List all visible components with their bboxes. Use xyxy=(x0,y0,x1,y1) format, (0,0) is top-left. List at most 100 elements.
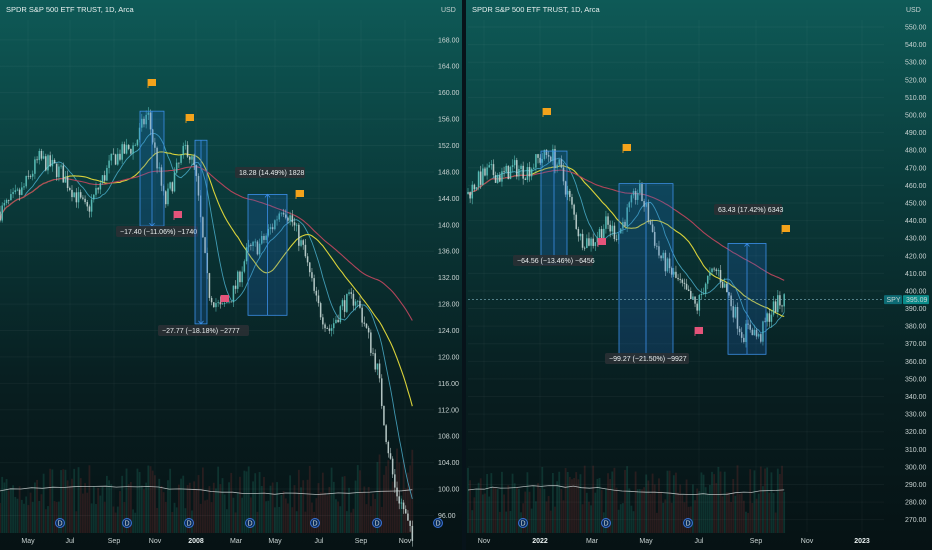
candle-body xyxy=(639,183,641,193)
dividend-marker-icon[interactable] xyxy=(518,518,528,528)
volume-bar xyxy=(751,502,754,533)
dividend-marker-icon[interactable] xyxy=(683,518,693,528)
candle-body xyxy=(66,176,69,188)
measure-label: −27.77 (−18.18%) −2777 xyxy=(162,328,240,335)
candle-body xyxy=(581,233,584,248)
candle-body xyxy=(101,175,104,183)
candle-body xyxy=(71,189,73,198)
candle-body xyxy=(93,194,95,200)
y-tick-label: 370.00 xyxy=(905,341,927,348)
candle-body xyxy=(90,199,93,212)
candle-body xyxy=(31,173,34,177)
right-measurements[interactable]: −64.56 (−13.46%) −6456 −99.27 (−21.50%) −… xyxy=(513,150,783,364)
right-chart-panel[interactable]: SPDR S&P 500 ETF TRUST, 1D, Arca USD −64… xyxy=(467,5,929,545)
candle-body xyxy=(675,271,677,278)
volume-bar xyxy=(730,501,733,533)
volume-bar xyxy=(53,501,56,533)
candle-body xyxy=(295,224,298,226)
volume-bar xyxy=(509,511,512,533)
volume-bar xyxy=(738,494,741,533)
dividend-marker-icon[interactable] xyxy=(601,518,611,528)
dividend-marker-icon[interactable] xyxy=(372,518,382,528)
panel-divider[interactable] xyxy=(462,0,466,550)
volume-bar xyxy=(545,501,548,533)
volume-bar xyxy=(252,481,254,533)
candle-body xyxy=(376,363,379,370)
y-tick-label: 380.00 xyxy=(905,324,927,331)
flag-pink-icon xyxy=(221,295,229,302)
volume-bar xyxy=(526,472,529,533)
candle-body xyxy=(783,294,785,307)
candle-body xyxy=(562,167,565,182)
dividend-marker-icon[interactable] xyxy=(184,518,194,528)
volume-bar xyxy=(492,487,495,533)
right-currency-label: USD xyxy=(906,7,921,14)
volume-bar xyxy=(287,503,289,533)
dividend-marker-letter: D xyxy=(247,521,252,528)
candle-body xyxy=(180,155,182,163)
y-tick-label: 450.00 xyxy=(905,200,927,207)
candle-body xyxy=(143,118,145,125)
candle-body xyxy=(322,317,324,325)
candle-body xyxy=(287,217,289,221)
volume-bar xyxy=(23,503,25,533)
candle-body xyxy=(407,513,409,521)
volume-bar xyxy=(7,490,10,533)
volume-bar xyxy=(647,480,650,533)
left-chart-panel[interactable]: SPDR S&P 500 ETF TRUST, 1D, Arca USD −17… xyxy=(0,5,460,547)
measure-arrowhead xyxy=(264,193,271,198)
candle-body xyxy=(258,243,261,255)
candle-body xyxy=(387,441,390,454)
volume-bar xyxy=(588,501,590,533)
candle-body xyxy=(698,295,701,311)
candle-body xyxy=(308,262,311,273)
candle-body xyxy=(751,329,754,336)
volume-bar xyxy=(537,483,539,533)
right-price-axis[interactable]: 270.00 280.00 290.00 300.00 310.00 320.00 330.… xyxy=(905,25,927,525)
dividend-marker-icon[interactable] xyxy=(433,518,443,528)
volume-bar xyxy=(596,478,599,533)
volume-bar xyxy=(36,479,38,533)
candle-body xyxy=(677,277,679,280)
candle-body xyxy=(499,175,501,182)
candle-body xyxy=(488,165,491,168)
volume-bar xyxy=(101,486,104,533)
y-tick-label: 480.00 xyxy=(905,148,927,155)
dividend-marker-icon[interactable] xyxy=(122,518,132,528)
volume-bar xyxy=(326,495,329,533)
dividend-marker-icon[interactable] xyxy=(245,518,255,528)
y-tick-label: 108.00 xyxy=(438,434,460,441)
left-measurements[interactable]: −17.40 (−11.06%) −1740 −27.77 (−18.18%) −… xyxy=(116,110,305,336)
left-price-axis[interactable]: 96.00 100.00 104.00 108.00 112.00 116.00 120.0… xyxy=(438,37,460,520)
volume-bar xyxy=(317,483,320,533)
volume-bar xyxy=(715,483,718,533)
measure-label: −99.27 (−21.50%) −9927 xyxy=(609,356,687,363)
y-tick-label: 520.00 xyxy=(905,77,927,84)
left-time-axis[interactable]: May Jul Sep Nov 2008 Mar May Jul Sep Nov xyxy=(21,538,411,545)
measure-label-bg xyxy=(605,353,689,364)
volume-bar xyxy=(234,512,237,533)
candle-body xyxy=(215,303,217,308)
volume-bar xyxy=(90,503,93,533)
volume-bar xyxy=(723,471,726,533)
volume-bar xyxy=(273,507,276,533)
candle-body xyxy=(719,270,722,283)
x-tick-label: 2023 xyxy=(854,538,870,545)
candle-body xyxy=(27,175,30,177)
candle-body xyxy=(526,167,529,180)
dividend-marker-icon[interactable] xyxy=(310,518,320,528)
candle-body xyxy=(119,153,121,160)
volume-bar xyxy=(44,509,47,533)
right-time-axis[interactable]: Nov 2022 Mar May Jul Sep Nov 2023 xyxy=(478,538,870,545)
dividend-marker-icon[interactable] xyxy=(55,518,65,528)
candle-body xyxy=(566,190,569,195)
volume-bar xyxy=(116,506,119,533)
volume-bar xyxy=(367,487,370,533)
candle-body xyxy=(518,168,520,177)
candle-body xyxy=(596,237,599,243)
volume-bar xyxy=(498,511,501,533)
volume-bar xyxy=(328,486,331,533)
